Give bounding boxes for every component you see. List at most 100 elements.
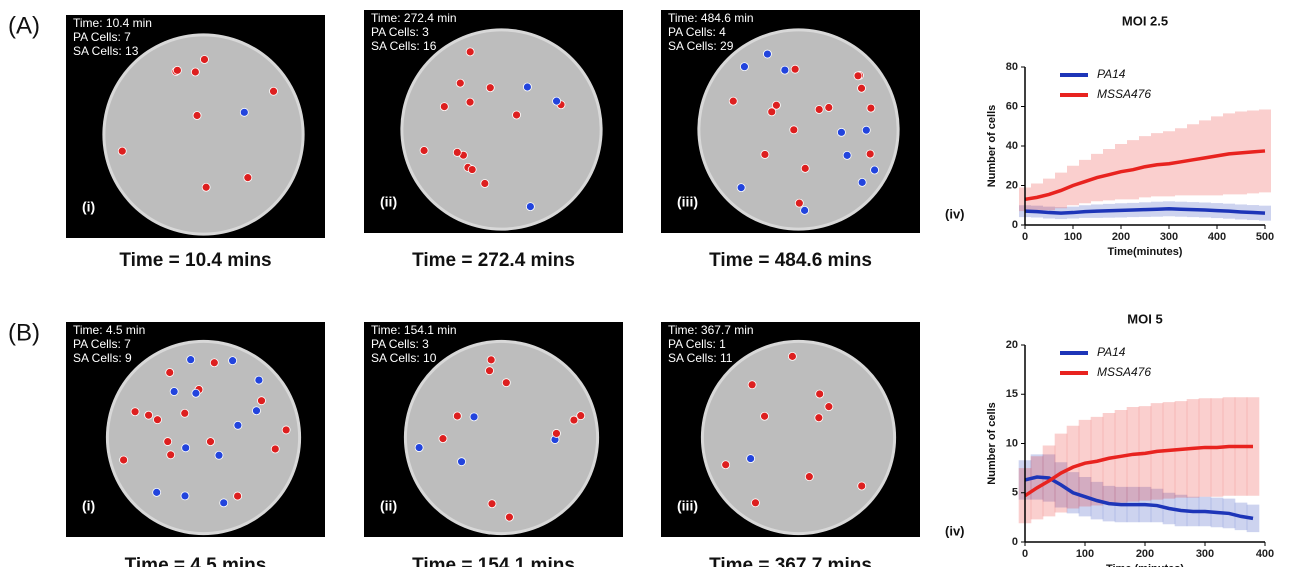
cell: [180, 408, 190, 418]
legend-label: MSSA476: [1097, 87, 1151, 101]
x-tick-label: 300: [1196, 548, 1214, 560]
cell: [439, 102, 449, 112]
legend-label: PA14: [1097, 345, 1126, 359]
overlay-text: SA Cells: 13: [73, 44, 139, 58]
cell: [789, 125, 799, 135]
overlay-text: PA Cells: 7: [73, 30, 131, 44]
cell: [814, 105, 824, 114]
overlay-text: SA Cells: 29: [668, 39, 734, 53]
overlay-text: PA Cells: 3: [371, 25, 429, 39]
cell: [214, 450, 224, 460]
legend-label: MSSA476: [1097, 365, 1151, 379]
y-axis-label: Number of cells: [986, 105, 998, 188]
cell: [152, 487, 162, 497]
cell: [467, 165, 477, 174]
cell: [233, 420, 243, 430]
well: [700, 31, 897, 228]
cell: [186, 355, 196, 365]
x-tick-label: 500: [1256, 231, 1274, 243]
series-line: [1024, 475, 1254, 521]
cell: [747, 380, 757, 390]
y-tick-label: 0: [1012, 219, 1018, 231]
series-line: [1024, 149, 1266, 202]
cell: [746, 454, 756, 463]
cell: [219, 498, 229, 508]
row-label: (B): [8, 319, 40, 346]
y-tick-label: 15: [1006, 388, 1018, 400]
y-tick-label: 5: [1012, 487, 1018, 499]
x-tick-label: 0: [1022, 231, 1028, 243]
cell: [469, 412, 479, 422]
overlay-text: Time: 272.4 min: [371, 11, 457, 25]
cell: [751, 498, 760, 508]
x-tick-label: 0: [1022, 548, 1028, 560]
caption: Time = 10.4 mins: [119, 250, 271, 271]
cell: [800, 163, 810, 173]
overlay-text: Time: 484.6 min: [668, 11, 754, 25]
cell: [452, 411, 462, 421]
cell: [172, 65, 182, 75]
cell: [736, 183, 746, 193]
cell: [201, 182, 211, 192]
well: [105, 36, 302, 233]
cell: [857, 481, 867, 491]
cell: [130, 407, 140, 417]
cell: [486, 355, 496, 365]
cell: [576, 411, 586, 421]
cell: [780, 65, 790, 75]
cell: [569, 415, 579, 425]
cell: [485, 83, 495, 93]
cell: [455, 78, 465, 88]
overlay-text: SA Cells: 9: [73, 351, 132, 365]
overlay-text: Time: 154.1 min: [371, 323, 457, 337]
cell: [760, 150, 770, 159]
cell: [192, 111, 202, 120]
cell: [209, 358, 219, 368]
x-tick-label: 100: [1064, 231, 1082, 243]
caption: Time = 4.5 mins: [125, 555, 267, 567]
cell: [861, 125, 871, 135]
series-line: [1024, 207, 1266, 215]
cell: [505, 512, 514, 522]
cell: [465, 97, 475, 107]
series-line: [1024, 444, 1253, 498]
overlay-text: PA Cells: 3: [371, 337, 429, 351]
cell: [815, 389, 825, 399]
overlay-text: Time: 4.5 min: [73, 323, 145, 337]
panel-tag: (i): [82, 199, 95, 215]
cell: [181, 443, 191, 453]
cell: [790, 64, 800, 74]
overlay-text: PA Cells: 4: [668, 25, 726, 39]
chart-title: MOI 5: [1127, 311, 1162, 326]
cell: [200, 55, 209, 64]
cell: [804, 472, 814, 482]
cell: [180, 491, 190, 501]
cell: [485, 366, 494, 376]
cell: [857, 177, 867, 187]
caption: Time = 272.4 mins: [412, 250, 575, 271]
x-tick-label: 400: [1208, 231, 1226, 243]
y-tick-label: 10: [1006, 437, 1018, 449]
cell: [281, 425, 291, 435]
cell: [270, 444, 280, 454]
cell: [169, 387, 179, 396]
cell: [760, 411, 769, 421]
caption: Time = 154.1 mins: [412, 555, 575, 567]
panel-tag: (iii): [677, 194, 698, 210]
cell: [487, 499, 497, 509]
overlay-text: SA Cells: 11: [668, 351, 733, 365]
cell: [552, 429, 561, 438]
y-axis-label: Number of cells: [986, 402, 998, 485]
cell: [552, 96, 561, 106]
y-tick-label: 20: [1006, 339, 1018, 351]
cell: [243, 173, 253, 183]
panel-tag: (iv): [945, 523, 965, 538]
cell: [767, 107, 777, 117]
cell: [824, 103, 834, 112]
cell: [257, 396, 266, 406]
cell: [525, 202, 535, 211]
x-tick-label: 200: [1112, 231, 1130, 243]
well: [403, 31, 600, 228]
cell: [772, 100, 781, 110]
